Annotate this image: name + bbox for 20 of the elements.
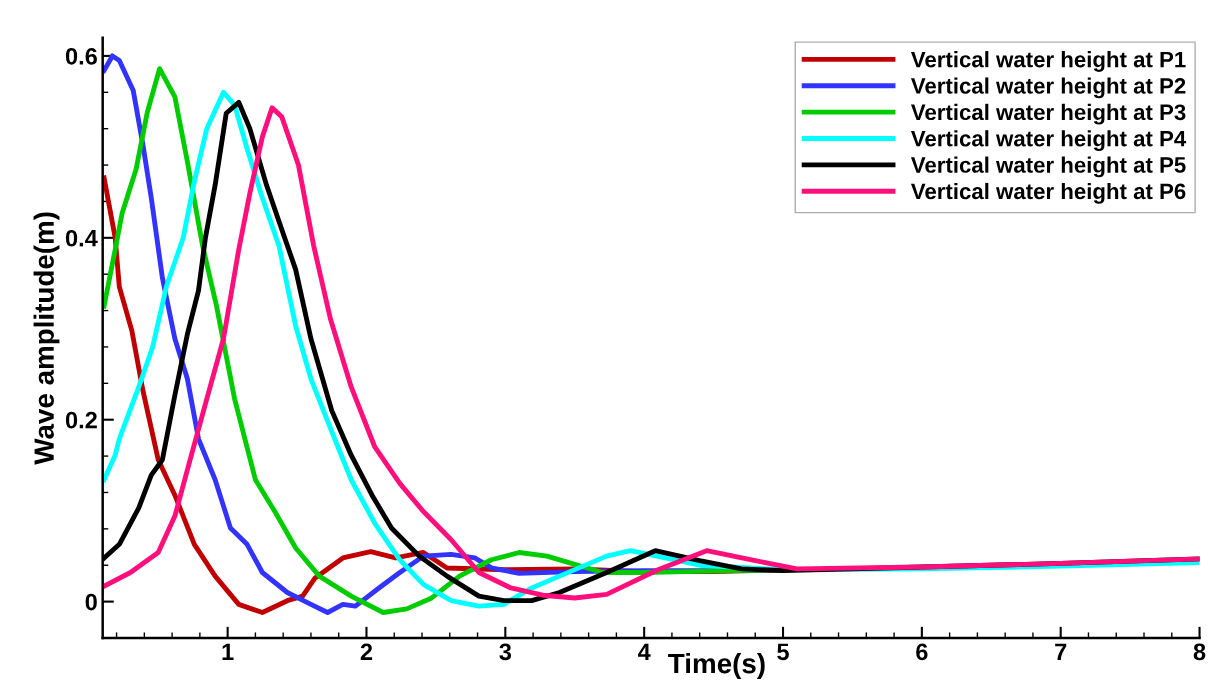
y-tick-label: 0.2 [65,411,97,429]
legend-label: Vertical water height at P2 [910,77,1186,99]
x-tick-label: 7 [1055,643,1067,660]
x-tick-label: 3 [499,643,512,661]
x-tick-label: 4 [637,643,651,660]
x-tick-label: 2 [360,643,373,660]
y-tick-label: 0 [85,593,97,611]
x-tick-label: 1 [222,643,234,660]
x-tick-label: 6 [916,643,928,661]
y-axis-title: Wave amplitude(m) [33,212,60,465]
legend-label: Vertical water height at P6 [910,182,1186,204]
legend-label: Vertical water height at P1 [910,51,1186,72]
x-tick-label: 8 [1193,643,1206,661]
legend-label: Vertical water height at P5 [910,156,1186,178]
y-tick-label: 0.4 [65,229,98,247]
x-tick-label: 5 [777,643,789,661]
legend-label: Vertical water height at P4 [910,130,1187,151]
x-axis-title: Time(s) [668,652,765,679]
legend-label: Vertical water height at P3 [910,103,1186,125]
y-tick-label: 0.6 [65,47,97,65]
